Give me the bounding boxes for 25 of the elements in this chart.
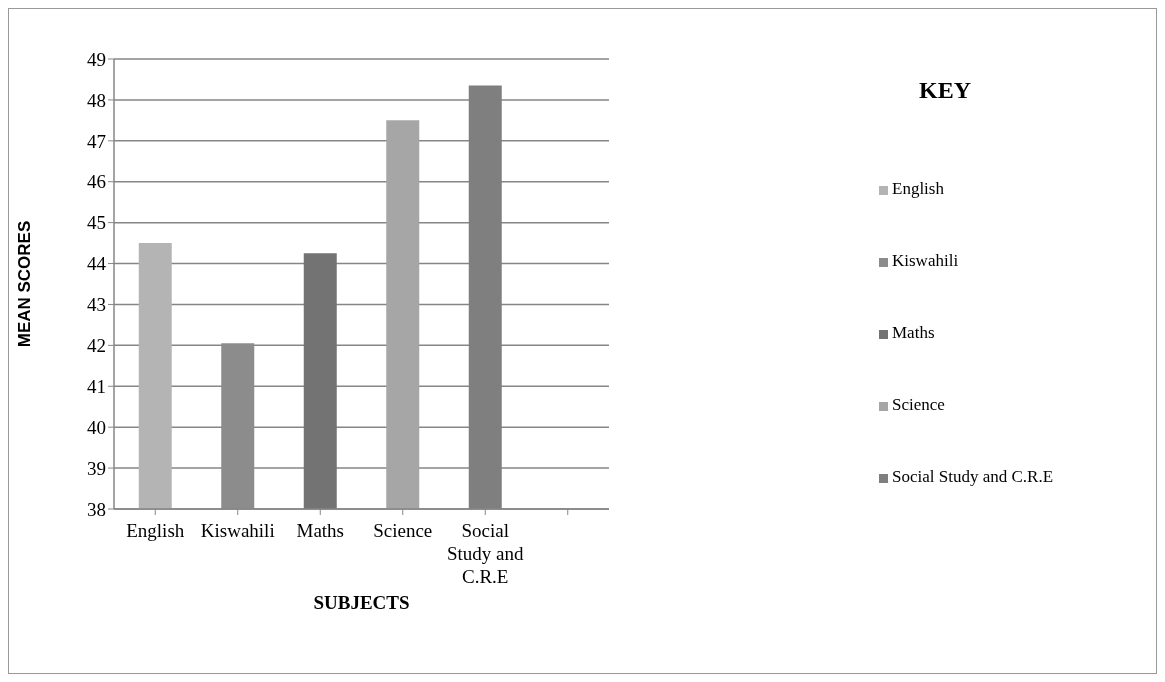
legend-label: Maths [892, 323, 935, 342]
y-tick-label: 38 [87, 498, 106, 520]
legend-label: English [892, 179, 944, 198]
y-tick-label: 43 [87, 294, 106, 316]
y-axis-title: MEAN SCORES [15, 220, 35, 348]
y-tick-label: 45 [87, 212, 106, 234]
y-tick-label: 41 [87, 376, 106, 398]
legend-label: Social Study and C.R.E [892, 467, 1054, 486]
x-tick-label: Maths [296, 520, 344, 541]
legend-title: KEY [919, 77, 972, 104]
y-tick-label: 40 [87, 416, 106, 438]
legend-label: Kiswahili [892, 251, 959, 270]
x-tick-label: Social Study and C.R.E [446, 520, 525, 587]
y-tick-label: 48 [87, 89, 106, 111]
x-tick-label: Science [373, 520, 433, 541]
legend-label: Science [892, 395, 945, 414]
y-tick-label: 47 [87, 130, 106, 152]
x-axis-title: SUBJECTS [313, 592, 410, 613]
y-tick-label: 44 [87, 253, 107, 275]
x-tick-label: English [126, 520, 185, 541]
x-tick-label: Kiswahili [200, 520, 275, 541]
y-tick-label: 49 [87, 48, 106, 70]
y-tick-label: 42 [87, 335, 106, 357]
y-tick-label: 39 [87, 457, 106, 479]
y-tick-label: 46 [87, 171, 106, 193]
